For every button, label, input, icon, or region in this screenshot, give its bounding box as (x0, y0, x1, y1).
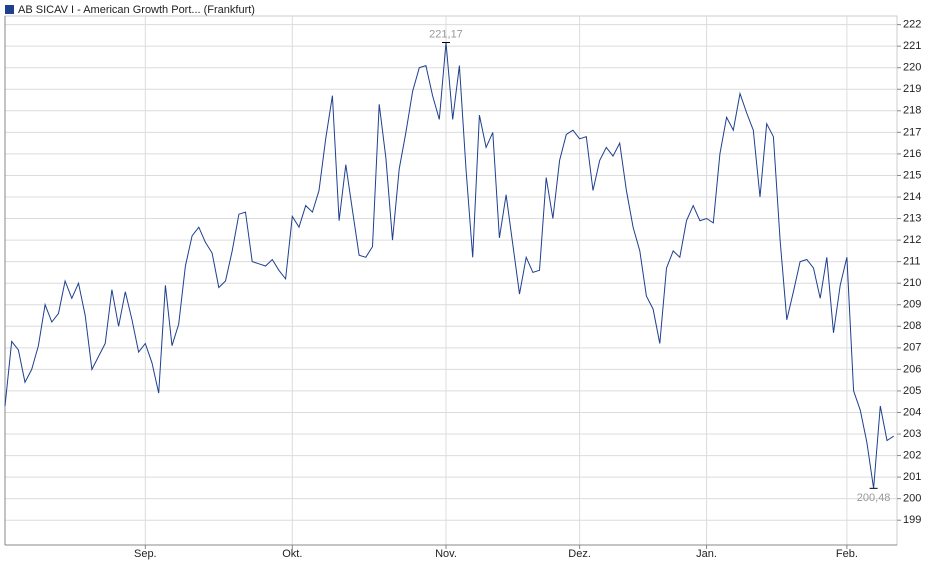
extreme-label: 221,17 (429, 28, 463, 40)
x-tick-label: Nov. (435, 548, 457, 560)
y-tick-label: 203 (903, 428, 921, 440)
extreme-label: 200,48 (857, 492, 891, 504)
y-tick-label: 212 (903, 234, 921, 246)
y-tick-label: 222 (903, 19, 921, 31)
y-tick-label: 208 (903, 320, 921, 332)
y-tick-label: 199 (903, 514, 921, 526)
y-tick-label: 206 (903, 363, 921, 375)
y-tick-label: 218 (903, 105, 921, 117)
y-tick-label: 210 (903, 277, 921, 289)
legend-label: AB SICAV I - American Growth Port... (Fr… (18, 4, 255, 16)
y-tick-label: 205 (903, 385, 921, 397)
x-tick-label: Dez. (568, 548, 591, 560)
y-tick-label: 214 (903, 191, 921, 203)
y-tick-label: 213 (903, 212, 921, 224)
price-line (4, 42, 894, 489)
y-tick-label: 202 (903, 449, 921, 461)
legend-swatch (5, 5, 14, 14)
y-tick-label: 219 (903, 83, 921, 95)
y-tick-label: 207 (903, 342, 921, 354)
y-tick-label: 215 (903, 169, 921, 181)
x-tick-label: Jan. (696, 548, 717, 560)
y-tick-label: 211 (903, 256, 921, 268)
x-tick-label: Sep. (134, 548, 157, 560)
y-tick-label: 216 (903, 148, 921, 160)
y-tick-label: 204 (903, 406, 921, 418)
y-tick-label: 200 (903, 493, 921, 505)
x-tick-label: Feb. (836, 548, 858, 560)
y-tick-label: 217 (903, 126, 921, 138)
y-tick-label: 220 (903, 62, 921, 74)
y-tick-label: 201 (903, 471, 921, 483)
x-tick-label: Okt. (282, 548, 302, 560)
y-tick-label: 209 (903, 299, 921, 311)
y-tick-label: 221 (903, 40, 921, 52)
